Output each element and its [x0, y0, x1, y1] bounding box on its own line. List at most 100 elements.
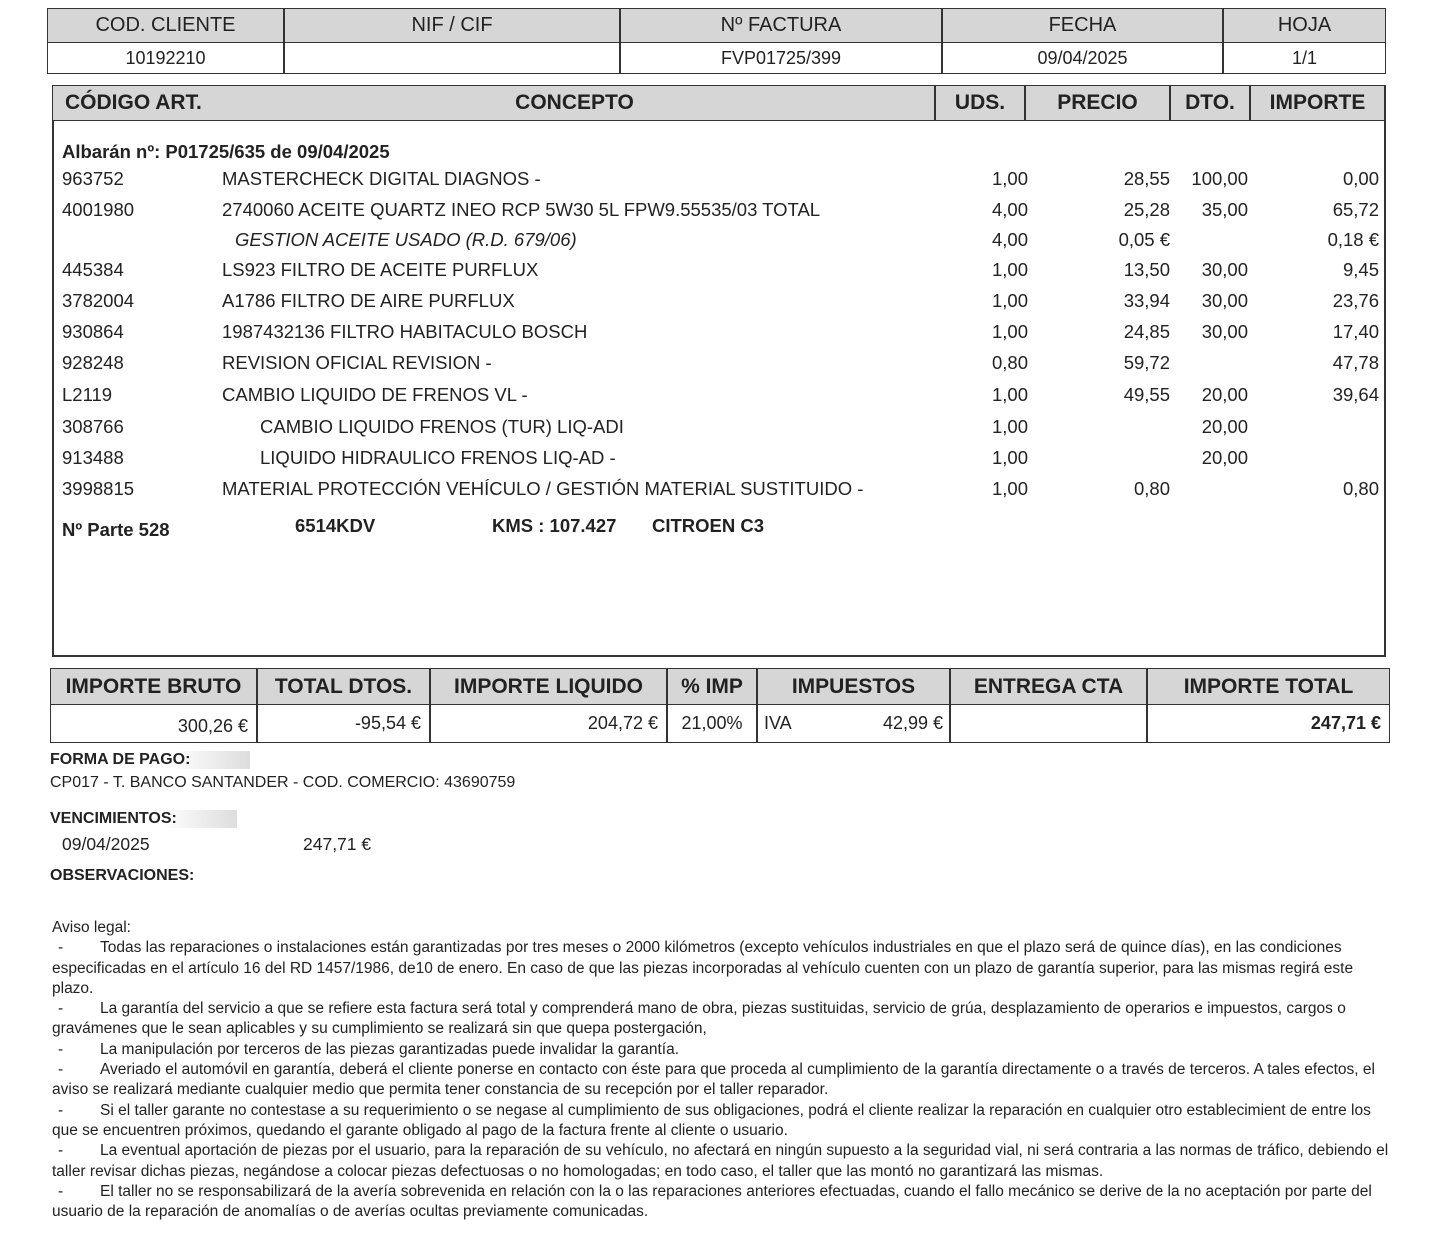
albaran-line: Albarán nº: P01725/635 de 09/04/2025 — [62, 141, 390, 162]
due-amount: 247,71 € — [303, 834, 372, 854]
item-amount: 9,45 — [1342, 259, 1379, 280]
legal-item-text: La manipulación por terceros de las piez… — [100, 1040, 680, 1058]
parte-number: Nº Parte 528 — [62, 519, 170, 540]
table-row: 928248 REVISION OFICIAL REVISION - 0,80 59,… — [0, 352, 1440, 378]
bullet: - — [58, 1142, 64, 1160]
item-concept: CAMBIO LIQUIDO FRENOS (TUR) LIQ-ADI — [260, 416, 624, 437]
item-concept: CAMBIO LIQUIDO DE FRENOS VL - — [222, 384, 528, 405]
legal-item-text: Todas las reparaciones o instalaciones e… — [52, 939, 1354, 997]
item-concept: 1987432136 FILTRO HABITACULO BOSCH — [222, 321, 588, 342]
table-row: 4001980 2740060 ACEITE QUARTZ INEO RCP 5W… — [0, 199, 1440, 225]
item-concept: MATERIAL PROTECCIÓN VEHÍCULO / GESTIÓN M… — [222, 478, 864, 499]
item-amount: 39,64 — [1332, 384, 1379, 405]
bullet: - — [58, 1040, 64, 1058]
item-amount: 0,00 — [1342, 168, 1379, 189]
item-units: 1,00 — [991, 290, 1028, 311]
due-label: VENCIMIENTOS: — [50, 810, 237, 828]
item-concept: MASTERCHECK DIGITAL DIAGNOS - — [222, 168, 541, 189]
totals-total: 247,71 € — [1147, 704, 1390, 743]
item-amount: 0,18 € — [1327, 229, 1379, 250]
item-code: 308766 — [62, 416, 124, 437]
totals-entrega — [950, 704, 1147, 743]
legal-item: - El taller no se responsabilizará de la … — [52, 1182, 1397, 1223]
header-col-value — [284, 42, 620, 74]
item-code: 445384 — [62, 259, 124, 280]
table-row: 3998815 MATERIAL PROTECCIÓN VEHÍCULO / GE… — [0, 478, 1440, 504]
totals-col-header: IMPUESTOS — [757, 668, 950, 705]
item-units: 1,00 — [991, 447, 1028, 468]
bullet: - — [58, 1061, 64, 1079]
totals-dtos: -95,54 € — [257, 704, 430, 743]
plate: 6514KDV — [295, 515, 376, 536]
table-row: 963752 MASTERCHECK DIGITAL DIAGNOS - 1,00 2… — [0, 168, 1440, 194]
legal-item-text: Averiado el automóvil en garantía, deber… — [52, 1061, 1375, 1099]
table-row: 308766 CAMBIO LIQUIDO FRENOS (TUR) LIQ-AD… — [0, 416, 1440, 442]
table-row: 3782004 A1786 FILTRO DE AIRE PURFLUX 1,00 3… — [0, 290, 1440, 316]
legal-item: - Averiado el automóvil en garantía, debe… — [52, 1060, 1397, 1101]
legal-notice: Aviso legal: - Todas las reparaciones o i… — [52, 918, 1397, 1222]
item-concept: REVISION OFICIAL REVISION - — [222, 352, 492, 373]
item-code: 4001980 — [62, 199, 135, 220]
item-price: 49,55 — [1123, 384, 1170, 405]
item-concept: GESTION ACEITE USADO (R.D. 679/06) — [235, 229, 577, 250]
item-units: 1,00 — [991, 384, 1028, 405]
totals-col-header: IMPORTE TOTAL — [1147, 668, 1390, 705]
item-discount: 35,00 — [1201, 199, 1248, 220]
item-code: 3782004 — [62, 290, 135, 311]
item-amount: 0,80 — [1342, 478, 1379, 499]
item-amount: 47,78 — [1332, 352, 1379, 373]
legal-item-text: La eventual aportación de piezas por el … — [52, 1142, 1389, 1180]
legal-item: - La garantía del servicio a que se refie… — [52, 999, 1397, 1040]
item-price: 59,72 — [1123, 352, 1170, 373]
legal-item-text: El taller no se responsabilizará de la a… — [52, 1182, 1372, 1221]
payment-value: CP017 - T. BANCO SANTANDER - COD. COMERC… — [50, 774, 516, 791]
item-units: 1,00 — [991, 321, 1028, 342]
item-price: 13,50 — [1123, 259, 1170, 280]
legal-item-text: Si el taller garante no contestase a su … — [52, 1101, 1371, 1139]
items-col-header: DTO. — [1170, 85, 1250, 121]
legal-item: - Todas las reparaciones o instalaciones … — [52, 938, 1397, 999]
item-concept: A1786 FILTRO DE AIRE PURFLUX — [222, 290, 515, 311]
item-price: 0,80 — [1133, 478, 1170, 499]
items-col-header: IMPORTE — [1250, 85, 1385, 121]
bullet: - — [58, 1101, 64, 1119]
totals-col-header: ENTREGA CTA — [950, 668, 1147, 705]
kms: KMS : 107.427 — [492, 515, 617, 536]
items-col-header: UDS. — [935, 85, 1025, 121]
item-units: 1,00 — [991, 168, 1028, 189]
bullet: - — [58, 1182, 64, 1200]
item-price: 0,05 € — [1118, 229, 1170, 250]
totals-col-header: IMPORTE LIQUIDO — [430, 668, 667, 705]
legal-item: - Si el taller garante no contestase a su… — [52, 1101, 1397, 1142]
header-col-value: 09/04/2025 — [942, 42, 1223, 74]
header-col-value: 10192210 — [47, 42, 284, 74]
item-discount: 20,00 — [1201, 384, 1248, 405]
item-code: 928248 — [62, 352, 124, 373]
item-discount: 20,00 — [1201, 447, 1248, 468]
totals-col-header: TOTAL DTOS. — [257, 668, 430, 705]
tax-amount: 42,99 € — [882, 713, 943, 733]
item-discount: 30,00 — [1201, 321, 1248, 342]
item-units: 1,00 — [991, 478, 1028, 499]
item-units: 4,00 — [991, 199, 1028, 220]
item-discount: 30,00 — [1201, 290, 1248, 311]
item-discount: 30,00 — [1201, 259, 1248, 280]
item-discount: 20,00 — [1201, 416, 1248, 437]
header-col-label: FECHA — [942, 8, 1223, 43]
item-units: 1,00 — [991, 259, 1028, 280]
item-discount: 100,00 — [1191, 168, 1248, 189]
items-col-header: CONCEPTO — [215, 85, 935, 121]
table-row: GESTION ACEITE USADO (R.D. 679/06) 4,00 0,… — [0, 229, 1440, 255]
totals-liquido: 204,72 € — [430, 704, 667, 743]
table-row: 913488 LIQUIDO HIDRAULICO FRENOS LIQ-AD -… — [0, 447, 1440, 473]
totals-col-header: IMPORTE BRUTO — [50, 668, 257, 705]
item-amount: 17,40 — [1332, 321, 1379, 342]
item-units: 4,00 — [991, 229, 1028, 250]
bullet: - — [58, 1000, 64, 1018]
header-col-label: HOJA — [1223, 8, 1386, 43]
item-amount: 65,72 — [1332, 199, 1379, 220]
item-price: 28,55 — [1123, 168, 1170, 189]
table-row: L2119 CAMBIO LIQUIDO DE FRENOS VL - 1,00 49… — [0, 384, 1440, 410]
tax-name: IVA — [764, 713, 792, 733]
totals-bruto: 300,26 € — [50, 704, 257, 743]
